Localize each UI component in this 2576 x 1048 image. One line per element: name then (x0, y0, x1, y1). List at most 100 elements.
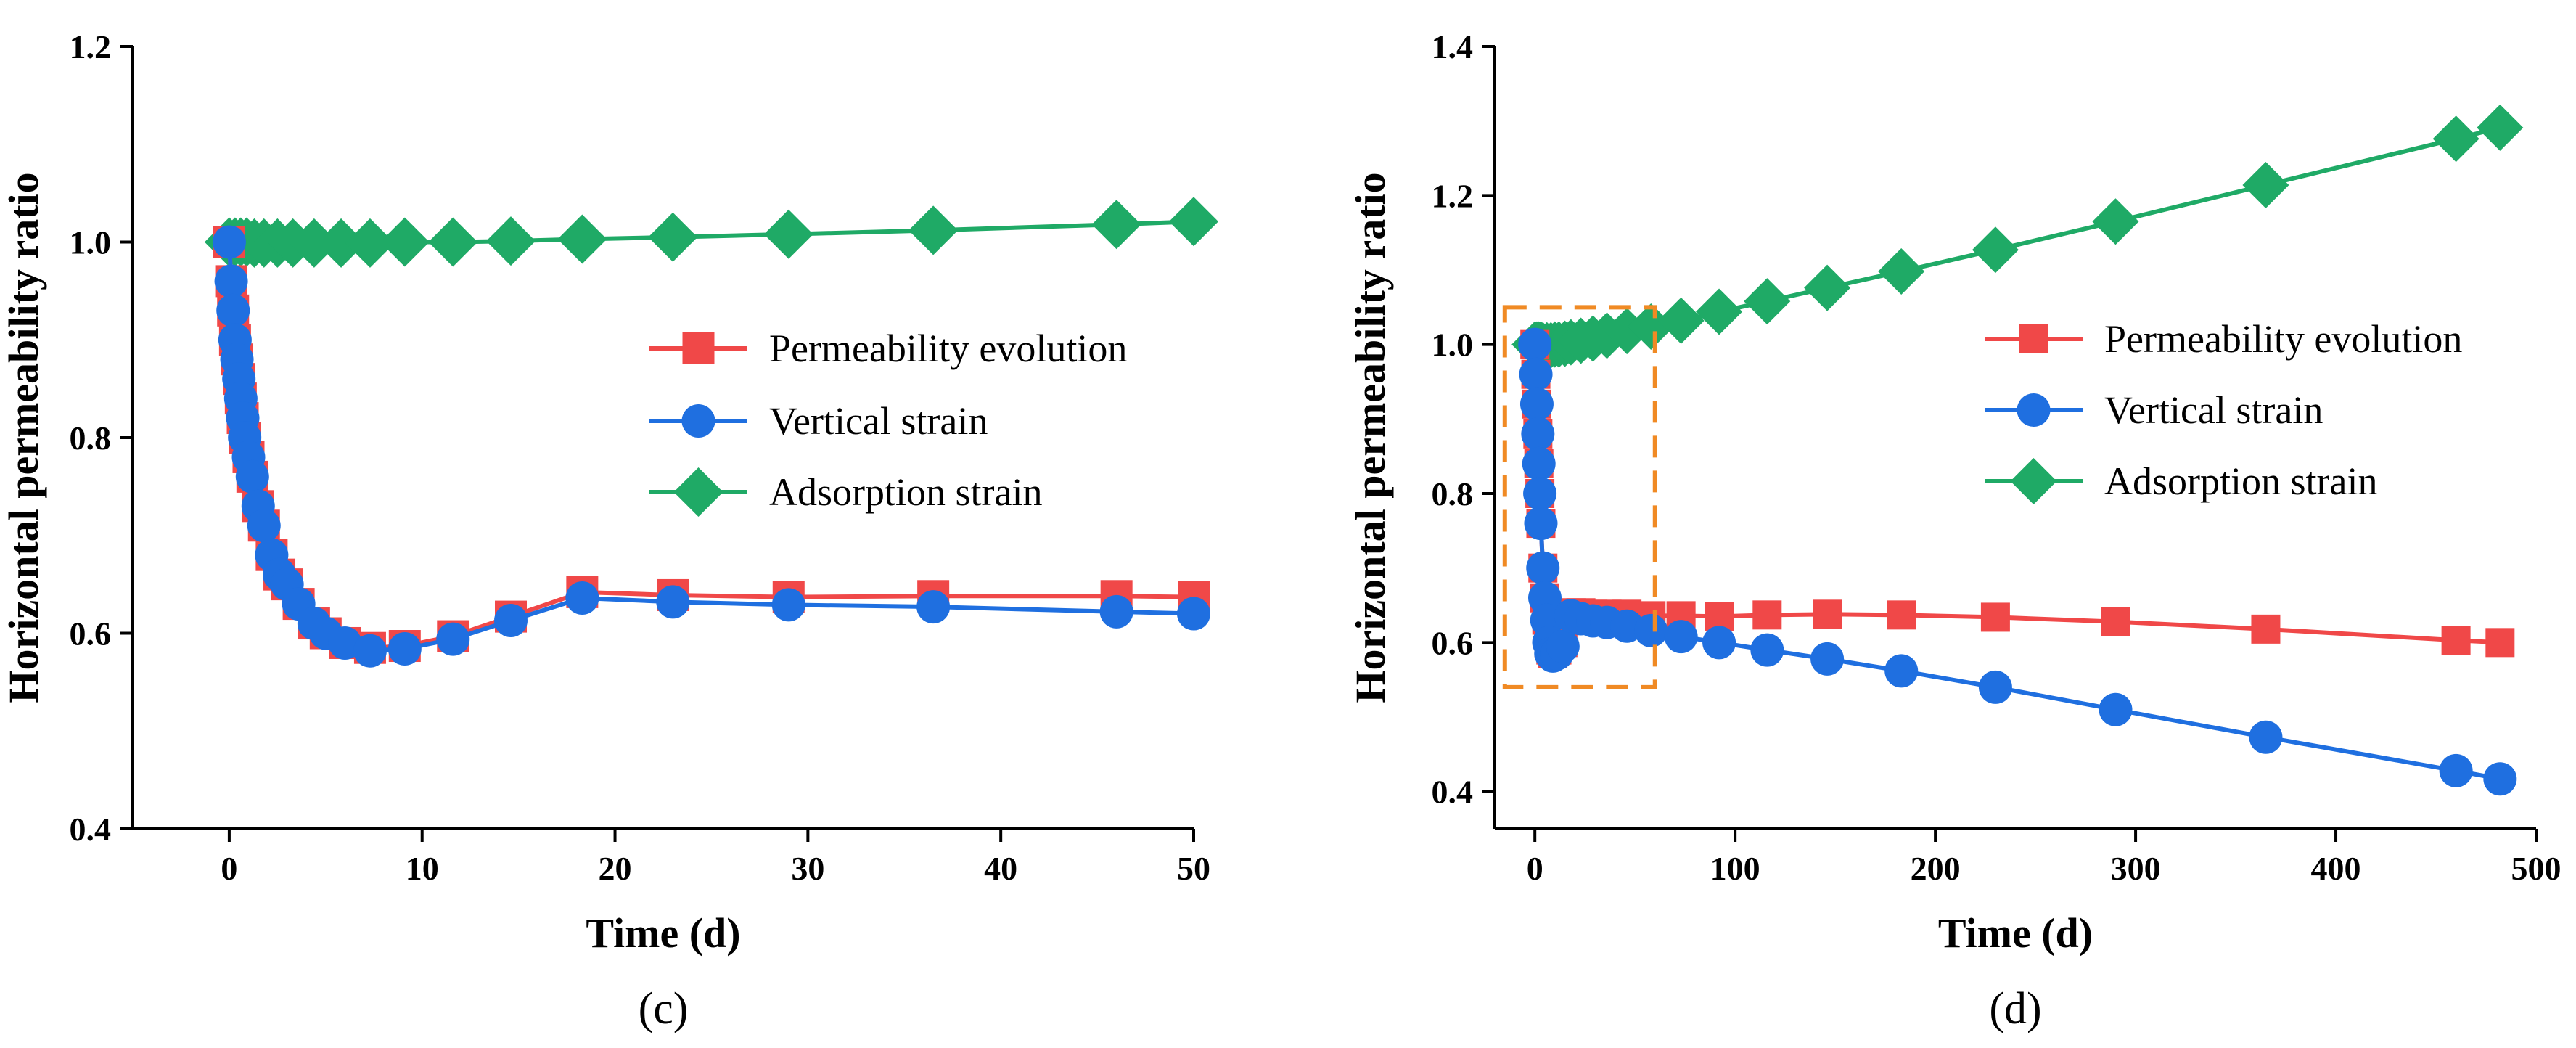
y-tick-label: 0.6 (70, 615, 112, 652)
vertical-strain-point-2 (216, 293, 250, 327)
x-tick-label: 10 (406, 850, 439, 887)
adsorption-strain-point-19 (1804, 264, 1851, 311)
x-axis-title: Time (d) (586, 909, 740, 957)
legend-permeability-evolution-point-0 (2019, 324, 2048, 353)
adsorption-strain-point-20 (1878, 248, 1925, 295)
panel-d-chart: 0 100 200 300 400 500 0.4 0.6 0.8 1.0 1.2 1.4 Time (… (1347, 28, 2561, 1033)
vertical-strain-point-28 (1099, 594, 1133, 629)
adsorption-strain-point-18 (1744, 278, 1791, 325)
x-tick-label: 30 (791, 850, 824, 887)
permeability-evolution-point-29 (2441, 626, 2471, 655)
panel-label: (c) (639, 984, 689, 1033)
vertical-strain-point-2 (1519, 387, 1554, 421)
vertical-strain-point-6 (1524, 507, 1558, 541)
legend-entry-vertical-strain: Vertical strain (1985, 388, 2323, 432)
vertical-strain-point-26 (1978, 670, 2012, 704)
legend-adsorption-strain-point-0 (2010, 458, 2057, 504)
permeability-evolution-point-30 (2485, 628, 2515, 658)
legend-entry-permeability-evolution: Permeability evolution (649, 327, 1127, 370)
vertical-strain-point-21 (387, 632, 422, 666)
y-tick-label: 0.8 (70, 419, 112, 457)
legend-entry-adsorption-strain: Adsorption strain (1985, 458, 2377, 504)
vertical-strain-point-23 (494, 603, 528, 637)
y-tick-label: 0.4 (70, 811, 112, 848)
vertical-strain-point-1 (1519, 357, 1553, 391)
legend-label: Adsorption strain (769, 470, 1042, 514)
panel-label: (d) (1989, 984, 2041, 1033)
y-axis-title: Horizontal permeability ratio (1347, 172, 1394, 703)
adsorption-strain-point-24 (2432, 115, 2479, 163)
x-tick-label: 500 (2511, 850, 2561, 887)
adsorption-strain-point-19 (1169, 197, 1218, 247)
vertical-strain-point-26 (771, 588, 805, 622)
y-tick-label: 0.6 (1432, 624, 1474, 661)
x-tick-label: 200 (1911, 850, 1961, 887)
adsorption-strain-point-12 (428, 217, 478, 267)
y-tick-label: 1.0 (1432, 327, 1474, 364)
vertical-strain-point-5 (1523, 477, 1557, 510)
vertical-strain-point-25 (656, 585, 690, 619)
vertical-strain-point-14 (1546, 629, 1580, 663)
adsorption-strain-point-17 (1696, 288, 1743, 335)
legend-entry-adsorption-strain: Adsorption strain (649, 467, 1042, 517)
vertical-strain-point-3 (1521, 417, 1555, 451)
vertical-strain-point-7 (1526, 551, 1560, 585)
adsorption-strain-point-11 (380, 217, 430, 267)
adsorption-strain-point-25 (2477, 104, 2524, 151)
legend-permeability-evolution-point-0 (682, 332, 715, 364)
permeability-evolution-point-25 (1887, 600, 1916, 630)
x-tick-label: 20 (599, 850, 632, 887)
vertical-strain-point-23 (1750, 633, 1784, 667)
vertical-strain-point-4 (1522, 446, 1556, 480)
y-tick-label: 0.4 (1432, 774, 1474, 811)
y-tick-label: 1.4 (1432, 28, 1474, 65)
zoom-box (1502, 305, 1657, 689)
vertical-strain-point-10 (235, 459, 269, 494)
x-tick-label: 100 (1710, 850, 1760, 887)
vertical-strain-series (212, 225, 1210, 668)
x-tick-label: 400 (2311, 850, 2361, 887)
legend-label: Permeability evolution (769, 327, 1127, 370)
legend-entry-vertical-strain: Vertical strain (649, 399, 988, 443)
legend-vertical-strain-point-0 (681, 404, 715, 438)
vertical-strain-point-22 (1702, 626, 1736, 660)
adsorption-strain-point-18 (1091, 200, 1141, 250)
vertical-strain-point-0 (1518, 327, 1552, 361)
legend-adsorption-strain-point-0 (673, 467, 723, 517)
legend-label: Adsorption strain (2104, 459, 2377, 503)
legend-label: Vertical strain (769, 399, 988, 443)
adsorption-strain-point-14 (557, 214, 607, 264)
adsorption-strain-point-9 (316, 218, 366, 268)
vertical-strain-point-25 (1884, 654, 1919, 688)
adsorption-strain-point-21 (1972, 226, 2019, 274)
permeability-evolution-series (213, 226, 1210, 664)
panel-c-chart: 0 10 20 30 40 50 0.4 0.6 0.8 1.0 1.2 Time (d) Horizo… (0, 28, 1218, 1033)
adsorption-strain-point-16 (1657, 297, 1705, 344)
vertical-strain-point-27 (916, 590, 951, 624)
legend-label: Permeability evolution (2104, 317, 2462, 361)
vertical-strain-point-30 (2483, 762, 2517, 796)
adsorption-strain-point-22 (2092, 198, 2139, 245)
vertical-strain-point-29 (1177, 597, 1210, 631)
adsorption-strain-point-23 (2242, 161, 2289, 208)
x-tick-label: 0 (221, 850, 237, 887)
adsorption-strain-point-10 (345, 218, 395, 268)
vertical-strain-point-20 (1634, 613, 1668, 647)
legend-vertical-strain-point-0 (2017, 393, 2051, 427)
permeability-evolution-point-26 (1980, 602, 2010, 632)
vertical-strain-point-24 (565, 581, 599, 615)
x-axis-title: Time (d) (1938, 909, 2093, 957)
y-tick-label: 1.2 (70, 28, 112, 65)
adsorption-strain-point-8 (289, 218, 339, 268)
vertical-strain-point-0 (212, 225, 246, 259)
vertical-strain-line (226, 242, 1194, 653)
vertical-strain-point-22 (436, 622, 470, 656)
y-tick-label: 0.8 (1432, 475, 1474, 512)
permeability-evolution-point-23 (1752, 600, 1782, 630)
y-axis-title: Horizontal permeability ratio (0, 172, 47, 703)
vertical-strain-series (1518, 327, 2517, 796)
adsorption-strain-series (204, 197, 1218, 268)
vertical-strain-point-29 (2439, 753, 2473, 787)
adsorption-strain-point-15 (1628, 303, 1675, 351)
